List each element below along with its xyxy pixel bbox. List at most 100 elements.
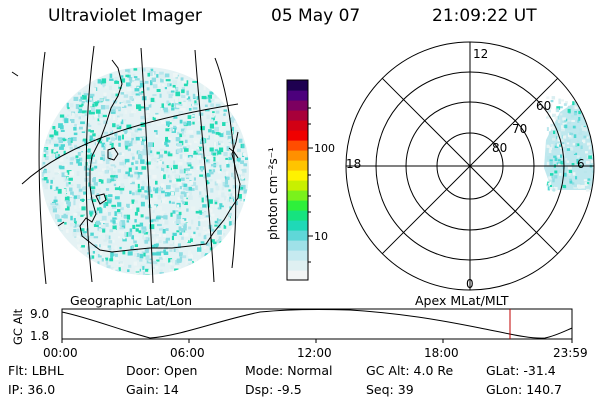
speckle: [178, 110, 183, 115]
speckle: [212, 217, 217, 221]
speckle: [561, 144, 565, 147]
speckle: [226, 155, 229, 160]
speckle: [144, 239, 149, 244]
speckle: [155, 132, 158, 135]
speckle: [144, 80, 149, 84]
mlt-label-top: 12: [473, 47, 488, 61]
speckle: [171, 156, 177, 161]
speckle: [54, 143, 59, 147]
speckle: [131, 123, 134, 128]
speckle: [154, 114, 157, 118]
speckle: [144, 145, 147, 149]
speckle: [77, 245, 82, 251]
speckle: [208, 171, 214, 175]
speckle: [90, 93, 95, 97]
island-path: [95, 193, 107, 205]
speckle: [183, 187, 186, 191]
speckle: [187, 115, 192, 119]
speckle: [90, 186, 96, 190]
speckle: [200, 218, 205, 222]
speckle: [73, 212, 78, 216]
status-label: Door:: [126, 363, 161, 378]
speckle: [221, 186, 224, 191]
speckle: [133, 238, 137, 244]
speckle: [216, 240, 220, 243]
speckle: [162, 256, 166, 259]
speckle: [98, 188, 101, 193]
speckle: [114, 121, 120, 126]
speckle: [211, 113, 215, 117]
speckle: [231, 121, 234, 126]
speckle: [143, 234, 149, 238]
speckle: [117, 133, 121, 137]
speckle: [111, 170, 116, 175]
speckle: [124, 206, 127, 210]
speckle: [131, 137, 134, 142]
speckle: [124, 109, 128, 114]
speckle: [95, 177, 100, 181]
speckle: [179, 133, 183, 138]
speckle: [119, 227, 124, 230]
speckle: [114, 245, 118, 250]
speckle: [73, 229, 77, 234]
speckle: [156, 166, 159, 169]
speckle: [137, 172, 143, 175]
speckle: [549, 159, 553, 162]
speckle: [188, 108, 192, 111]
speckle: [117, 117, 122, 122]
speckle: [226, 195, 231, 198]
speckle: [152, 213, 155, 218]
speckle: [210, 119, 213, 122]
speckle: [143, 140, 146, 144]
speckle: [124, 140, 130, 146]
speckle: [134, 154, 138, 159]
speckle: [554, 170, 558, 174]
speckle: [73, 223, 77, 228]
speckle: [101, 205, 104, 209]
speckle: [180, 219, 185, 222]
speckle: [182, 101, 187, 107]
speckle: [81, 206, 86, 211]
speckle: [224, 180, 229, 185]
speckle: [165, 168, 169, 173]
speckle: [87, 252, 90, 255]
speckle: [98, 171, 103, 176]
speckle: [188, 226, 192, 230]
speckle: [121, 131, 125, 136]
speckle: [128, 167, 132, 172]
speckle: [215, 197, 220, 201]
speckle: [68, 142, 72, 146]
speckle: [161, 167, 165, 173]
speckle: [106, 165, 109, 169]
speckle: [559, 142, 562, 146]
speckle: [148, 103, 152, 108]
speckle: [146, 158, 151, 162]
speckle: [164, 73, 170, 78]
speckle: [186, 208, 189, 212]
speckle: [172, 232, 177, 236]
speckle: [41, 178, 46, 183]
speckle: [186, 95, 188, 99]
speckle: [140, 194, 145, 198]
speckle: [73, 96, 79, 101]
speckle: [90, 255, 93, 260]
speckle: [556, 162, 561, 165]
speckle: [101, 179, 106, 183]
speckle: [124, 159, 127, 165]
speckle: [198, 221, 201, 227]
speckle: [109, 73, 113, 78]
speckle: [93, 182, 98, 186]
mlt-label-bottom: 0: [466, 277, 474, 291]
speckle: [242, 152, 246, 156]
speckle: [561, 125, 564, 129]
colorbar-cell: [287, 220, 308, 231]
speckle: [170, 265, 175, 270]
speckle: [110, 178, 115, 182]
speckle: [196, 139, 200, 144]
mlt-label-right: 6: [577, 157, 585, 171]
speckle: [102, 260, 106, 264]
status-value: LBHL: [31, 363, 64, 378]
speckle: [160, 263, 166, 267]
speckle: [175, 87, 178, 90]
speckle: [140, 214, 144, 218]
